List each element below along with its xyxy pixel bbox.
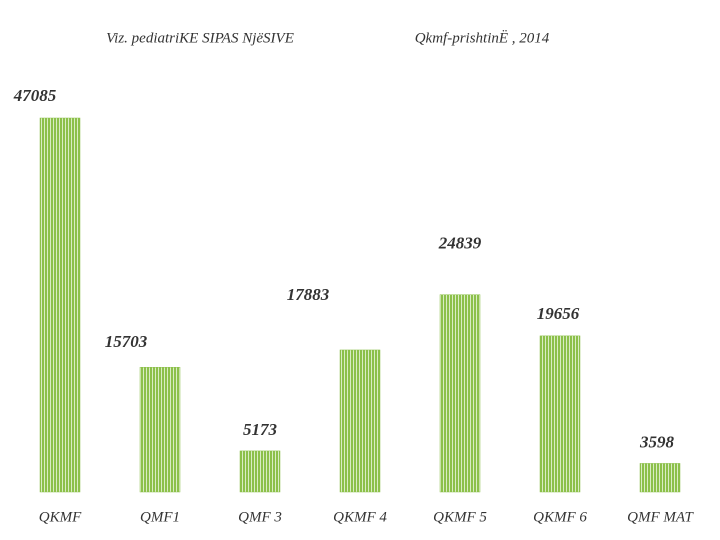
bar (239, 450, 281, 493)
data-label: 19656 (537, 304, 580, 323)
data-label: 3598 (639, 432, 675, 451)
bar (339, 349, 381, 493)
x-tick-label: QKMF 6 (533, 509, 587, 525)
bar (539, 335, 581, 493)
data-label: 47085 (13, 86, 57, 105)
bar (139, 367, 181, 493)
x-tick-label: QMF MAT (627, 509, 694, 525)
data-label: 15703 (105, 332, 148, 351)
x-tick-label: QKMF (39, 509, 82, 525)
chart-subtitle: Qkmf-prishtinË , 2014 (415, 29, 550, 46)
x-tick-label: QKMF 4 (333, 509, 387, 525)
data-label: 24839 (438, 234, 482, 253)
x-tick-label: QKMF 5 (433, 509, 487, 525)
x-tick-label: QMF1 (140, 509, 180, 525)
bar (39, 117, 81, 493)
bar (439, 294, 481, 493)
data-label: 5173 (243, 420, 278, 439)
data-label: 17883 (287, 285, 330, 304)
bar (639, 463, 681, 493)
x-tick-label: QMF 3 (238, 509, 282, 525)
chart-title: Viz. pediatriKE SIPAS NjëSIVE (106, 30, 294, 46)
